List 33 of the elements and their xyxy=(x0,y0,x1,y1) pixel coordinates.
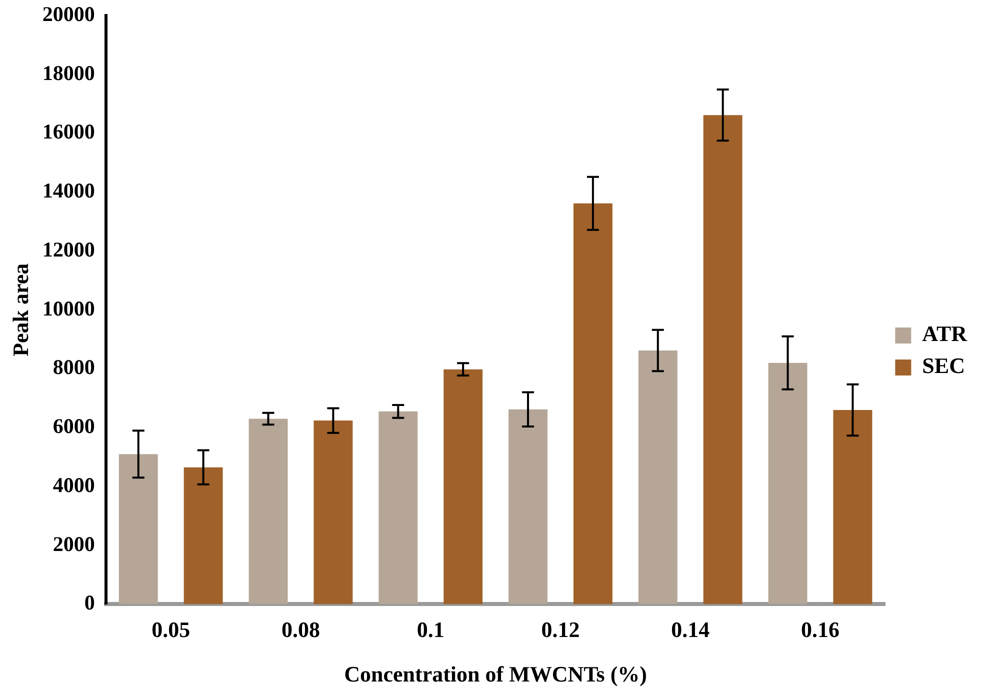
bar xyxy=(573,203,612,604)
bar xyxy=(768,362,808,604)
y-tick-label: 14000 xyxy=(42,178,95,203)
legend-label: SEC xyxy=(922,353,965,378)
y-tick-label: 18000 xyxy=(42,60,95,85)
x-axis-title: Concentration of MWCNTs (%) xyxy=(344,661,647,686)
y-tick-label: 20000 xyxy=(42,2,95,26)
y-tick-label: 12000 xyxy=(42,237,95,262)
bar xyxy=(378,411,418,604)
x-tick-label: 0.12 xyxy=(541,617,580,642)
x-tick-label: 0.16 xyxy=(800,617,840,642)
y-axis-title: Peak area xyxy=(8,263,33,356)
legend-label: ATR xyxy=(922,321,968,346)
y-tick-label: 6000 xyxy=(52,414,95,438)
bar xyxy=(118,454,158,604)
x-tick-label: 0.08 xyxy=(281,617,320,642)
y-tick-label: 2000 xyxy=(52,532,95,556)
y-tick-label: 8000 xyxy=(52,355,95,380)
bar xyxy=(508,409,548,604)
x-tick-label: 0.1 xyxy=(416,617,444,642)
y-tick-label: 10000 xyxy=(42,296,95,320)
bar xyxy=(703,115,742,604)
y-tick-label: 16000 xyxy=(42,120,95,144)
x-tick-label: 0.14 xyxy=(671,617,710,642)
y-tick-label: 4000 xyxy=(52,472,95,497)
bar xyxy=(638,350,678,604)
bar xyxy=(314,420,353,604)
y-tick-label: 0 xyxy=(84,590,95,615)
bar xyxy=(184,467,223,604)
bar xyxy=(833,410,872,604)
bar xyxy=(248,418,288,604)
x-tick-label: 0.05 xyxy=(152,617,190,642)
bar xyxy=(444,369,483,604)
